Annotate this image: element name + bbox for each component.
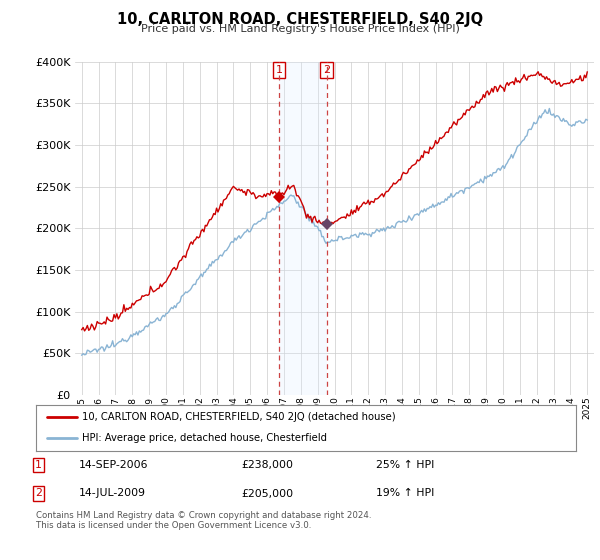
Text: HPI: Average price, detached house, Chesterfield: HPI: Average price, detached house, Ches… bbox=[82, 433, 327, 444]
Text: 10, CARLTON ROAD, CHESTERFIELD, S40 2JQ (detached house): 10, CARLTON ROAD, CHESTERFIELD, S40 2JQ … bbox=[82, 412, 395, 422]
Text: 2: 2 bbox=[35, 488, 42, 498]
Text: 14-SEP-2006: 14-SEP-2006 bbox=[79, 460, 149, 470]
Text: Contains HM Land Registry data © Crown copyright and database right 2024.
This d: Contains HM Land Registry data © Crown c… bbox=[36, 511, 371, 530]
Text: 1: 1 bbox=[35, 460, 42, 470]
Text: £238,000: £238,000 bbox=[241, 460, 293, 470]
Text: Price paid vs. HM Land Registry's House Price Index (HPI): Price paid vs. HM Land Registry's House … bbox=[140, 24, 460, 34]
Text: £205,000: £205,000 bbox=[241, 488, 293, 498]
Bar bbox=[279, 62, 327, 395]
Text: 1: 1 bbox=[275, 65, 283, 75]
Text: 25% ↑ HPI: 25% ↑ HPI bbox=[376, 460, 434, 470]
Text: 10, CARLTON ROAD, CHESTERFIELD, S40 2JQ: 10, CARLTON ROAD, CHESTERFIELD, S40 2JQ bbox=[117, 12, 483, 27]
Text: 14-JUL-2009: 14-JUL-2009 bbox=[79, 488, 146, 498]
Text: 2: 2 bbox=[323, 65, 331, 75]
Text: 19% ↑ HPI: 19% ↑ HPI bbox=[376, 488, 434, 498]
